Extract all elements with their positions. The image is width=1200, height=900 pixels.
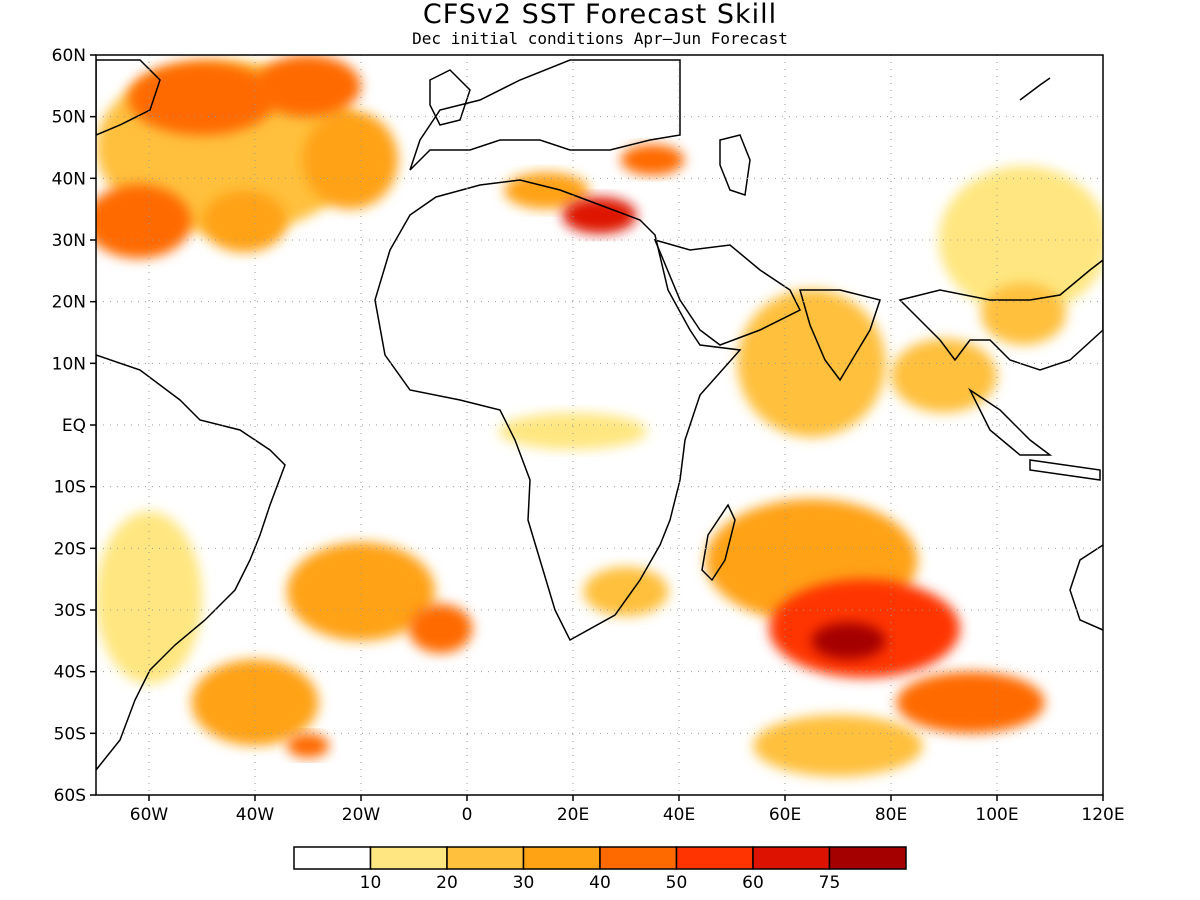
- lat-tick-label: EQ: [62, 416, 86, 436]
- lon-tick-label: 100E: [975, 805, 1018, 825]
- seasia-coastline: [898, 259, 1103, 371]
- lat-tick-label: 60N: [52, 46, 86, 66]
- skill-region: [896, 671, 1045, 734]
- skill-field: [96, 55, 1103, 777]
- skill-region: [620, 144, 685, 176]
- caspian-coastline: [719, 134, 751, 196]
- colorbar-label: 10: [360, 873, 382, 893]
- india-coastline: [799, 289, 881, 382]
- indonesia-coastline: [968, 387, 1101, 481]
- lon-tick-label: 0: [462, 805, 473, 825]
- colorbar-swatch: [369, 846, 448, 870]
- lat-tick-label: 40S: [54, 663, 86, 683]
- colorbar-swatch: [675, 846, 754, 870]
- madagascar-coastline: [701, 503, 736, 582]
- chart-subtitle: Dec initial conditions Apr–Jun Forecast: [412, 29, 788, 48]
- skill-region: [302, 110, 399, 210]
- skill-region: [286, 542, 436, 641]
- british-isles-coastline: [429, 69, 471, 126]
- skill-region: [562, 196, 637, 234]
- lon-tick-label: 60E: [769, 805, 801, 825]
- lat-tick-label: 20S: [54, 539, 86, 559]
- skill-region: [96, 511, 202, 684]
- colorbar-swatch: [752, 846, 831, 870]
- colorbar-swatch: [599, 846, 678, 870]
- colorbar-label: 75: [819, 873, 841, 893]
- africa-coastline: [374, 179, 742, 642]
- lon-tick-label: 40E: [663, 805, 695, 825]
- skill-region: [127, 61, 277, 136]
- lon-tick-label: 40W: [236, 805, 275, 825]
- skill-region: [737, 289, 886, 438]
- skill-region: [286, 733, 330, 759]
- lon-tick-label: 120E: [1081, 805, 1124, 825]
- colorbar-swatch: [446, 846, 525, 870]
- lat-tick-label: 60S: [54, 786, 86, 806]
- skill-region: [191, 659, 319, 746]
- coastlines: [96, 59, 1103, 772]
- skill-region: [753, 714, 923, 777]
- lon-tick-label: 20W: [342, 805, 381, 825]
- japan-coastline: [1019, 77, 1051, 101]
- skill-region: [202, 190, 287, 253]
- lon-tick-label: 60W: [130, 805, 169, 825]
- lon-tick-label: 20E: [557, 805, 589, 825]
- lat-tick-label: 30S: [54, 601, 86, 621]
- skill-region: [255, 55, 361, 117]
- skill-region: [811, 622, 886, 660]
- colorbar-label: 30: [513, 873, 535, 893]
- colorbar-label: 40: [589, 873, 611, 893]
- lat-tick-label: 20N: [52, 293, 86, 313]
- lat-tick-label: 50S: [54, 724, 86, 744]
- lat-tick-label: 10N: [52, 354, 86, 374]
- lat-tick-label: 50N: [52, 108, 86, 128]
- lon-tick-label: 80E: [875, 805, 907, 825]
- south-america-coastline: [96, 354, 286, 772]
- colorbar-label: 50: [666, 873, 688, 893]
- chart-title: CFSv2 SST Forecast Skill: [422, 0, 778, 30]
- axes: 60W 40W 20W 0 20E 40E 60E 80E 100E 120E 60N 50N 40N 3…: [52, 46, 1125, 825]
- colorbar-swatch: [293, 846, 372, 870]
- australia-coastline: [1069, 544, 1103, 631]
- colorbar-swatch: [522, 846, 601, 870]
- skill-region: [981, 283, 1066, 345]
- skill-region: [891, 338, 997, 413]
- skill-region: [498, 412, 648, 450]
- europe-coastline: [409, 59, 681, 171]
- lat-tick-label: 30N: [52, 231, 86, 251]
- gridlines: [96, 55, 1103, 795]
- skill-region: [96, 184, 192, 259]
- north-america-coastline: [96, 59, 161, 310]
- colorbar-swatch: [828, 846, 907, 870]
- colorbar-label: 60: [742, 873, 764, 893]
- lat-tick-label: 10S: [54, 478, 86, 498]
- colorbar: 10 20 30 40 50 60 75: [293, 846, 907, 893]
- skill-region: [408, 603, 473, 654]
- skill-region: [583, 566, 669, 617]
- arabia-coastline: [653, 238, 802, 346]
- lat-tick-label: 40N: [52, 169, 86, 189]
- colorbar-label: 20: [436, 873, 458, 893]
